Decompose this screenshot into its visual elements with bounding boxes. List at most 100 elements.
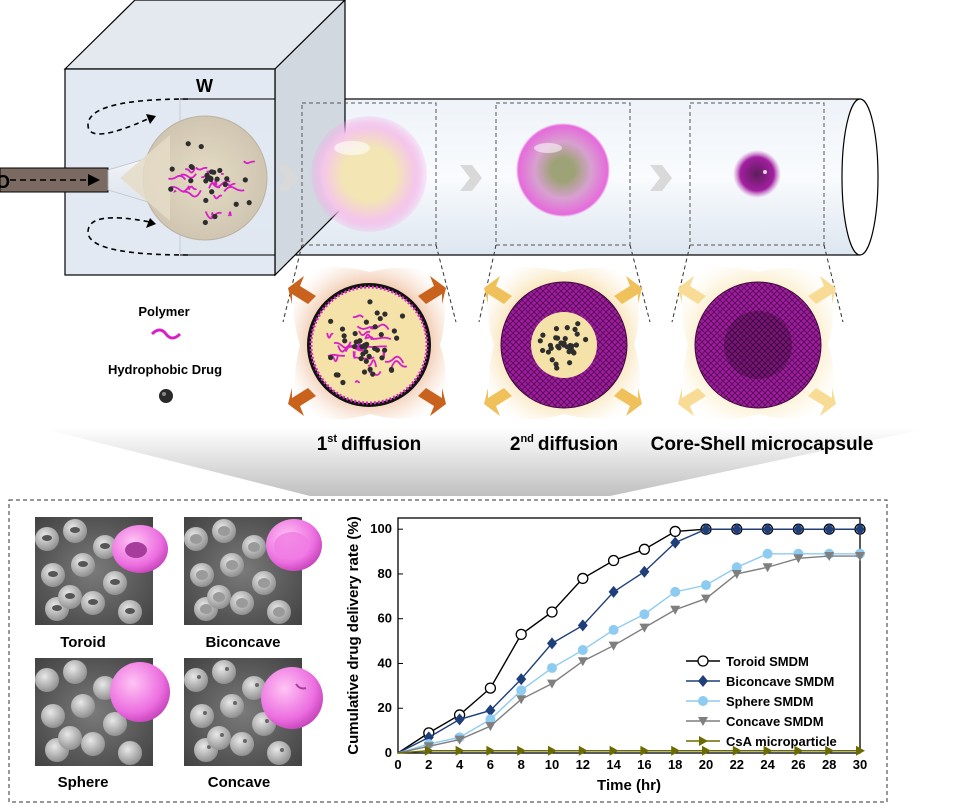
data-point	[639, 609, 650, 620]
data-point	[577, 657, 588, 667]
x-tick-label: 16	[637, 757, 651, 772]
droplet-polymer-drug	[168, 141, 255, 226]
series-csa-microparticle	[397, 745, 865, 756]
legend-label: Concave SMDM	[726, 714, 824, 729]
data-point	[731, 562, 742, 573]
data-point	[608, 585, 619, 598]
droplet-stage-2	[516, 123, 610, 217]
legend-label: Toroid SMDM	[726, 654, 809, 669]
series-line	[397, 555, 860, 754]
data-point	[546, 606, 558, 618]
sem-label-toroid: Toroid	[60, 634, 106, 651]
data-point	[577, 572, 589, 585]
drug-icon	[159, 389, 173, 403]
x-tick-label: 12	[576, 757, 590, 772]
data-point	[485, 722, 496, 732]
bottom-panel-frame	[8, 499, 888, 803]
y-tick-label: 100	[370, 521, 392, 536]
data-point	[701, 580, 711, 591]
legend-label: Sphere SMDM	[726, 694, 813, 709]
data-point	[578, 745, 588, 756]
sem-image-sphere	[35, 658, 170, 766]
sem-label-concave: Concave	[208, 774, 271, 791]
data-point	[484, 682, 497, 694]
diffusion-arrows-1	[288, 276, 446, 416]
x-tick-label: 8	[518, 757, 525, 772]
data-point	[855, 552, 865, 562]
data-point	[608, 641, 619, 651]
data-point	[701, 594, 711, 604]
data-point	[547, 637, 557, 650]
plot-frame	[397, 517, 861, 754]
series-line	[397, 750, 860, 754]
x-tick-label: 22	[730, 757, 744, 772]
data-point	[517, 745, 527, 756]
legend-drug-label: Hydrophobic Drug	[108, 362, 222, 377]
zoom-lines	[282, 244, 844, 323]
sem-label-biconcave: Biconcave	[205, 634, 280, 651]
data-point	[454, 713, 465, 726]
data-point	[671, 745, 681, 756]
x-tick-label: 28	[822, 757, 836, 772]
data-point	[547, 679, 557, 689]
data-point	[855, 523, 865, 536]
data-point	[607, 554, 620, 567]
data-point	[670, 536, 681, 549]
legend-item: Concave SMDM	[686, 714, 824, 729]
data-point	[702, 745, 711, 756]
data-point	[698, 696, 708, 706]
data-point	[731, 523, 742, 536]
data-point	[763, 745, 773, 756]
chevron-icon	[276, 165, 672, 191]
droplet-stage-3	[733, 150, 781, 198]
sem-label-sphere: Sphere	[58, 774, 109, 791]
data-point	[701, 523, 711, 536]
series-line	[397, 553, 860, 754]
data-point	[699, 736, 708, 746]
data-point	[608, 624, 619, 635]
data-point	[609, 745, 619, 756]
legend-label: CsA microparticle	[726, 734, 837, 749]
cross-section-1-content	[326, 299, 408, 386]
legend-item: CsA microparticle	[686, 734, 837, 749]
x-tick-label: 2	[425, 757, 432, 772]
data-point	[638, 543, 651, 555]
stage-box-1	[301, 102, 437, 246]
data-point	[515, 628, 527, 641]
x-tick-label: 20	[699, 757, 713, 772]
data-point	[824, 552, 835, 562]
y-axis-label: Cumulative drug delivery rate (%)	[345, 516, 362, 754]
stage-title-2: 2nd diffusion	[510, 433, 618, 455]
legend-polymer-label: Polymer	[138, 304, 189, 319]
data-point	[762, 563, 773, 573]
legend-item: Toroid SMDM	[686, 654, 809, 669]
x-tick-label: 24	[760, 757, 775, 772]
legend-label: Biconcave SMDM	[726, 674, 834, 689]
x-tick-label: 14	[606, 757, 621, 772]
data-point	[762, 548, 773, 559]
series-concave-smdm	[397, 552, 865, 754]
y-tick-label: 60	[378, 611, 392, 626]
stage-title-1: 1st diffusion	[317, 433, 422, 455]
data-point	[639, 565, 650, 578]
x-tick-label: 4	[456, 757, 464, 772]
y-tick-label: 40	[378, 655, 392, 670]
series-line	[397, 528, 860, 754]
polymer-icon	[150, 328, 182, 340]
cross-section-2-content	[537, 321, 589, 371]
legend-item: Sphere SMDM	[686, 694, 813, 709]
data-point	[516, 673, 527, 686]
data-point	[424, 745, 434, 756]
data-point	[485, 704, 496, 717]
y-tick-label: 0	[385, 745, 392, 760]
x-axis-label: Time (hr)	[597, 777, 661, 794]
data-point	[516, 695, 527, 705]
data-point	[670, 605, 681, 615]
x-tick-label: 18	[668, 757, 682, 772]
diffusion-arrows-3	[678, 276, 836, 416]
label-w: W	[196, 76, 213, 96]
x-tick-label: 30	[853, 757, 867, 772]
data-point	[577, 619, 588, 632]
data-point	[794, 745, 804, 756]
